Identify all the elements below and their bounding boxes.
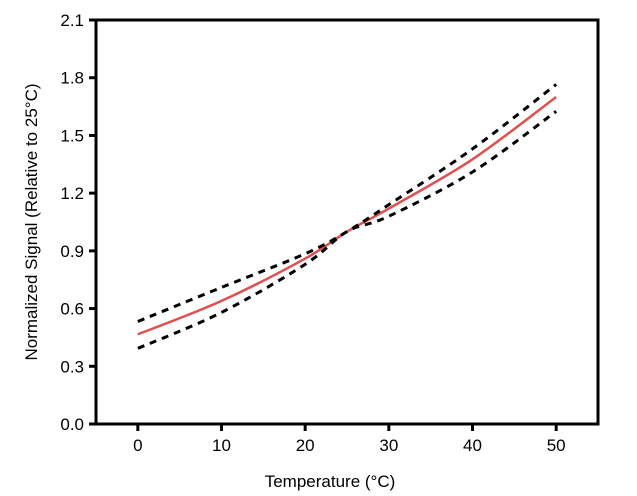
y-tick-label: 0.3 <box>60 357 84 376</box>
y-tick-label: 0.6 <box>60 300 84 319</box>
x-tick-label: 50 <box>547 436 566 455</box>
y-tick-label: 1.5 <box>60 126 84 145</box>
series-group <box>137 83 558 350</box>
x-tick-label: 20 <box>296 436 315 455</box>
x-axis-title: Temperature (°C) <box>265 472 396 491</box>
y-tick-label: 0.0 <box>60 415 84 434</box>
y-tick-label: 2.1 <box>60 11 84 30</box>
upper-confidence-line <box>137 83 558 323</box>
plot-frame <box>94 18 600 426</box>
x-axis: 0 10 20 30 40 50 <box>133 424 566 455</box>
x-tick-label: 0 <box>133 436 142 455</box>
lower-confidence-line <box>137 110 558 350</box>
y-tick-label: 1.8 <box>60 69 84 88</box>
x-tick-label: 30 <box>379 436 398 455</box>
y-axis-title: Normalized Signal (Relative to 25°C) <box>22 83 41 360</box>
x-tick-label: 10 <box>212 436 231 455</box>
y-tick-label: 1.2 <box>60 184 84 203</box>
y-axis: 0.0 0.3 0.6 0.9 1.2 1.5 1.8 2.1 <box>60 11 96 434</box>
x-tick-label: 40 <box>463 436 482 455</box>
y-tick-label: 0.9 <box>60 242 84 261</box>
